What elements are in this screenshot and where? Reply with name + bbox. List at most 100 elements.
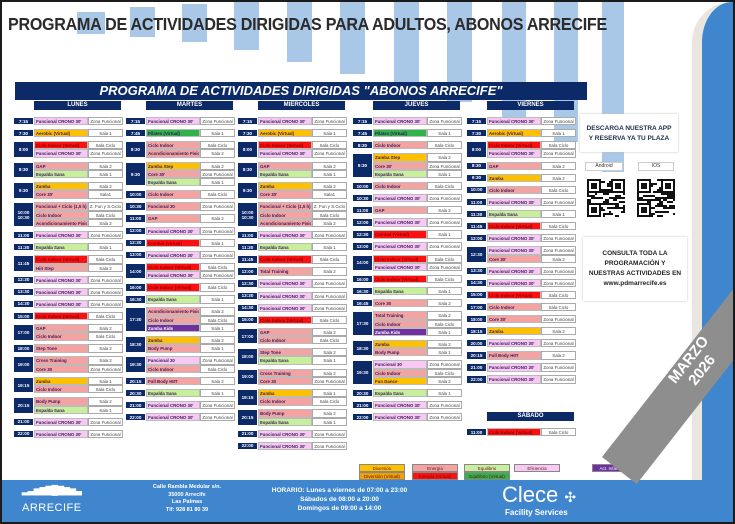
class-row[interactable]: Zumba Sala 2 xyxy=(487,173,576,182)
class-row[interactable]: Zumba Kids Sala 1 xyxy=(146,324,235,333)
class-row[interactable]: Funcional CRONO 30' Zona Funcional xyxy=(487,339,576,348)
class-row[interactable]: Espalda Sana Sala 1 xyxy=(258,417,347,426)
class-row[interactable]: Pilates (Virtual) Sala 1 xyxy=(146,129,235,138)
class-row[interactable]: Ciclo Indoor (Virtual) Sala Ciclo xyxy=(373,254,462,263)
class-row[interactable]: Zumba Step Sala 2 xyxy=(146,161,235,170)
class-row[interactable]: Funcional 30 Zona Funcional xyxy=(146,202,235,211)
class-row[interactable]: Core 30' Zona Funcional xyxy=(487,315,576,324)
class-row[interactable]: Ciclo Indoor Sala Ciclo xyxy=(373,368,462,377)
class-row[interactable]: Body Pump Sala 2 xyxy=(34,397,123,406)
class-row[interactable]: Aerobic (Virtual) Sala 1 xyxy=(34,129,123,138)
class-row[interactable]: Espalda Sana Sala 1 xyxy=(487,209,576,219)
class-row[interactable]: Funcional CRONO 30' Zona Funcional xyxy=(487,234,576,243)
class-row[interactable]: Funcional CRONO 30' Zona Funcional xyxy=(34,299,123,309)
class-row[interactable]: Funcional CRONO 30' Zona Funcional xyxy=(146,250,235,260)
class-row[interactable]: GAP Sala 2 xyxy=(34,161,123,170)
class-row[interactable]: Zumba Kids Sala 1 xyxy=(373,327,462,337)
class-row[interactable]: Ciclo Indoor Sala Ciclo xyxy=(373,319,462,328)
class-row[interactable]: Body Pump Sala 1 xyxy=(373,348,462,357)
class-row[interactable]: Funcional 30 Zona Funcional xyxy=(373,360,462,369)
android-qr-code[interactable] xyxy=(587,179,625,217)
class-row[interactable]: Combat (Virtual) Sala 1 xyxy=(146,238,235,247)
class-row[interactable]: Funcional CRONO 30' Zona Funcional xyxy=(487,197,576,207)
class-row[interactable]: GAP Sala 2 xyxy=(258,327,347,337)
class-row[interactable]: Funcional + Ciclo (1,5 h) Z. Fun y S.Cicl… xyxy=(34,202,123,211)
class-row[interactable]: Total Training Sala 2 xyxy=(373,311,462,320)
class-row[interactable]: Body Pump Sala 1 xyxy=(146,344,235,353)
class-row[interactable]: Core 30' Zona Funcional xyxy=(373,161,462,170)
class-row[interactable]: Acondicionamiento Físico Sala 2 xyxy=(146,307,235,316)
ios-qr-code[interactable] xyxy=(637,179,675,217)
class-row[interactable]: Espalda Sana Sala 1 xyxy=(373,169,462,179)
class-row[interactable]: Cross Training Sala 2 xyxy=(34,356,123,365)
class-row[interactable]: Core 30 Zona Funcional xyxy=(258,376,347,386)
class-row[interactable]: Ciclo Indoor Sala Ciclo xyxy=(34,385,123,394)
class-row[interactable]: Funcional CRONO 30' Zona Funcional xyxy=(146,226,235,235)
class-row[interactable]: Fun Dance Sala 2 xyxy=(373,376,462,386)
class-row[interactable]: Ciclo Indoor (Virtual) Sala Ciclo xyxy=(34,255,123,264)
class-row[interactable]: Espalda Sana Sala 1 xyxy=(258,243,347,252)
class-row[interactable]: Espalda Sana Sala 1 xyxy=(146,388,235,398)
class-row[interactable]: Ciclo Indoor (Virtual) Sala Ciclo xyxy=(34,311,123,321)
class-row[interactable]: Ciclo Indoor Sala Ciclo xyxy=(487,302,576,312)
class-row[interactable]: Total Training Sala 2 xyxy=(258,267,347,276)
class-row[interactable]: Ciclo Indoor (Virtual) Sala Ciclo xyxy=(146,262,235,272)
class-row[interactable]: Funcional CRONO 30' Zona Funcional xyxy=(34,117,123,126)
class-row[interactable]: Ciclo Indoor (Virtual) Sala Ciclo xyxy=(34,141,123,150)
class-row[interactable]: Ciclo Indoor (Virtual) Sala Ciclo xyxy=(258,141,347,150)
class-row[interactable]: Funcional CRONO 30' Zona Funcional xyxy=(373,117,462,126)
class-row[interactable]: Ciclo Indoor (Virtual) Sala Ciclo xyxy=(258,315,347,324)
class-row[interactable]: Core 30' Sala1 xyxy=(34,190,123,199)
class-row[interactable]: Ciclo Indoor (Virtual) Sala Ciclo xyxy=(487,222,576,231)
class-row[interactable]: Zumba Step Sala 2 xyxy=(373,153,462,162)
class-row[interactable]: GAP Sala 2 xyxy=(487,161,576,170)
class-row[interactable]: Funcional CRONO 30' Zona Funcional xyxy=(487,117,576,126)
class-row[interactable]: Funcional CRONO 30' Zona Funcional xyxy=(258,149,347,158)
class-row[interactable]: Funcional CRONO 30' Zona Funcional xyxy=(146,413,235,422)
class-row[interactable]: Full Body HIIT Sala 2 xyxy=(146,376,235,386)
class-row[interactable]: Espalda Sana Sala 1 xyxy=(373,287,462,296)
class-row[interactable]: Cross Training Sala 2 xyxy=(258,368,347,377)
class-row[interactable]: Acondicionamiento Físico Sala 2 xyxy=(34,218,123,228)
class-row[interactable]: Ciclo Indoor Sala Ciclo xyxy=(373,181,462,191)
class-row[interactable]: Funcional CRONO 30' Zona Funcional xyxy=(487,149,576,158)
class-row[interactable]: Espalda Sana Sala 1 xyxy=(146,295,235,304)
class-row[interactable]: Funcional CRONO 30' Zona Funcional xyxy=(146,117,235,126)
class-row[interactable]: Ciclo Indoor (Virtual) Sala Ciclo xyxy=(258,255,347,264)
class-row[interactable]: Funcional CRONO 30' Zona Funcional xyxy=(34,429,123,439)
class-row[interactable]: Funcional CRONO 30' Zona Funcional xyxy=(258,279,347,288)
class-row[interactable]: Ciclo Indoor (Virtual) Sala Ciclo xyxy=(487,141,576,150)
class-row[interactable]: Ciclo Indoor Sala Ciclo xyxy=(146,315,235,324)
class-row[interactable]: Funcional CRONO 30' Zona Funcional xyxy=(34,149,123,158)
class-row[interactable]: Core 30' Sala1 xyxy=(258,190,347,199)
class-row[interactable]: Funcional CRONO 30' Zona Funcional xyxy=(373,194,462,203)
class-row[interactable]: Funcional CRONO 30' Zona Funcional xyxy=(373,413,462,422)
class-row[interactable]: Funcional CRONO 30' Zona Funcional xyxy=(34,231,123,240)
class-row[interactable]: Funcional CRONO 30' Zona Funcional xyxy=(146,271,235,280)
class-row[interactable]: Espalda Sana Sala 1 xyxy=(146,178,235,187)
class-row[interactable]: Zumba Sala 1 xyxy=(258,388,347,398)
class-row[interactable]: Funcional CRONO 30' Zona Funcional xyxy=(34,287,123,297)
class-row[interactable]: GAP Sala 2 xyxy=(34,324,123,333)
class-row[interactable]: Zumba Sala 2 xyxy=(146,336,235,345)
class-row[interactable]: Core 30' Sala 2 xyxy=(487,254,576,263)
class-row[interactable]: Core 30 Sala 2 xyxy=(373,299,462,308)
class-row[interactable]: Hiit Step Sala 2 xyxy=(34,263,123,272)
class-row[interactable]: Funcional CRONO 30' Zona Funcional xyxy=(373,242,462,251)
class-row[interactable]: Funcional CRONO 30' Zona Funcional xyxy=(34,417,123,426)
class-row[interactable]: Espalda Sana Sala 1 xyxy=(34,405,123,414)
class-row[interactable]: Funcional CRONO 30' Zona Funcional xyxy=(258,291,347,300)
class-row[interactable]: Ciclo Indoor Sala Ciclo xyxy=(258,397,347,406)
class-row[interactable]: Ciclo Indoor Sala Ciclo xyxy=(146,364,235,374)
class-row[interactable]: Funcional CRONO 30' Zona Funcional xyxy=(258,441,347,451)
class-row[interactable]: Core 30 Zona Funcional xyxy=(34,364,123,374)
class-row[interactable]: Zumba Sala 1 xyxy=(34,376,123,386)
class-row[interactable]: Combat (Virtual) Sala 1 xyxy=(373,230,462,239)
class-row[interactable]: Funcional CRONO 30' Zona Funcional xyxy=(487,363,576,372)
class-row[interactable]: Step Tone Sala 2 xyxy=(258,348,347,357)
class-row[interactable]: Pilates (Virtual) Sala 1 xyxy=(373,129,462,138)
class-row[interactable]: Funcional CRONO 30' Zona Funcional xyxy=(487,278,576,288)
class-row[interactable]: Funcional CRONO 30' Zona Funcional xyxy=(258,117,347,126)
class-row[interactable]: Funcional CRONO 30' Zona Funcional xyxy=(487,375,576,384)
class-row[interactable]: Funcional CRONO 30' Zona Funcional xyxy=(258,231,347,240)
